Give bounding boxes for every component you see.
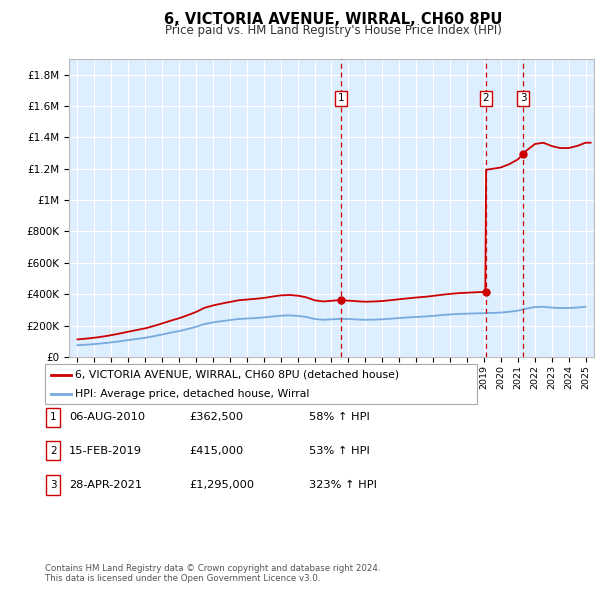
Text: 3: 3 — [50, 480, 56, 490]
Text: 28-APR-2021: 28-APR-2021 — [69, 480, 142, 490]
Text: 323% ↑ HPI: 323% ↑ HPI — [309, 480, 377, 490]
Text: 58% ↑ HPI: 58% ↑ HPI — [309, 412, 370, 422]
Text: £415,000: £415,000 — [189, 446, 243, 455]
Text: 53% ↑ HPI: 53% ↑ HPI — [309, 446, 370, 455]
Text: 06-AUG-2010: 06-AUG-2010 — [69, 412, 145, 422]
Text: 3: 3 — [520, 93, 527, 103]
Text: £362,500: £362,500 — [189, 412, 243, 422]
Text: 2: 2 — [50, 446, 56, 455]
Text: 6, VICTORIA AVENUE, WIRRAL, CH60 8PU: 6, VICTORIA AVENUE, WIRRAL, CH60 8PU — [164, 12, 502, 27]
Text: 6, VICTORIA AVENUE, WIRRAL, CH60 8PU (detached house): 6, VICTORIA AVENUE, WIRRAL, CH60 8PU (de… — [75, 370, 400, 380]
Text: 2: 2 — [482, 93, 489, 103]
Text: HPI: Average price, detached house, Wirral: HPI: Average price, detached house, Wirr… — [75, 389, 310, 399]
Text: 1: 1 — [50, 412, 56, 422]
Text: £1,295,000: £1,295,000 — [189, 480, 254, 490]
Text: 15-FEB-2019: 15-FEB-2019 — [69, 446, 142, 455]
Text: Contains HM Land Registry data © Crown copyright and database right 2024.
This d: Contains HM Land Registry data © Crown c… — [45, 563, 380, 583]
Text: 1: 1 — [338, 93, 344, 103]
Text: Price paid vs. HM Land Registry's House Price Index (HPI): Price paid vs. HM Land Registry's House … — [164, 24, 502, 37]
